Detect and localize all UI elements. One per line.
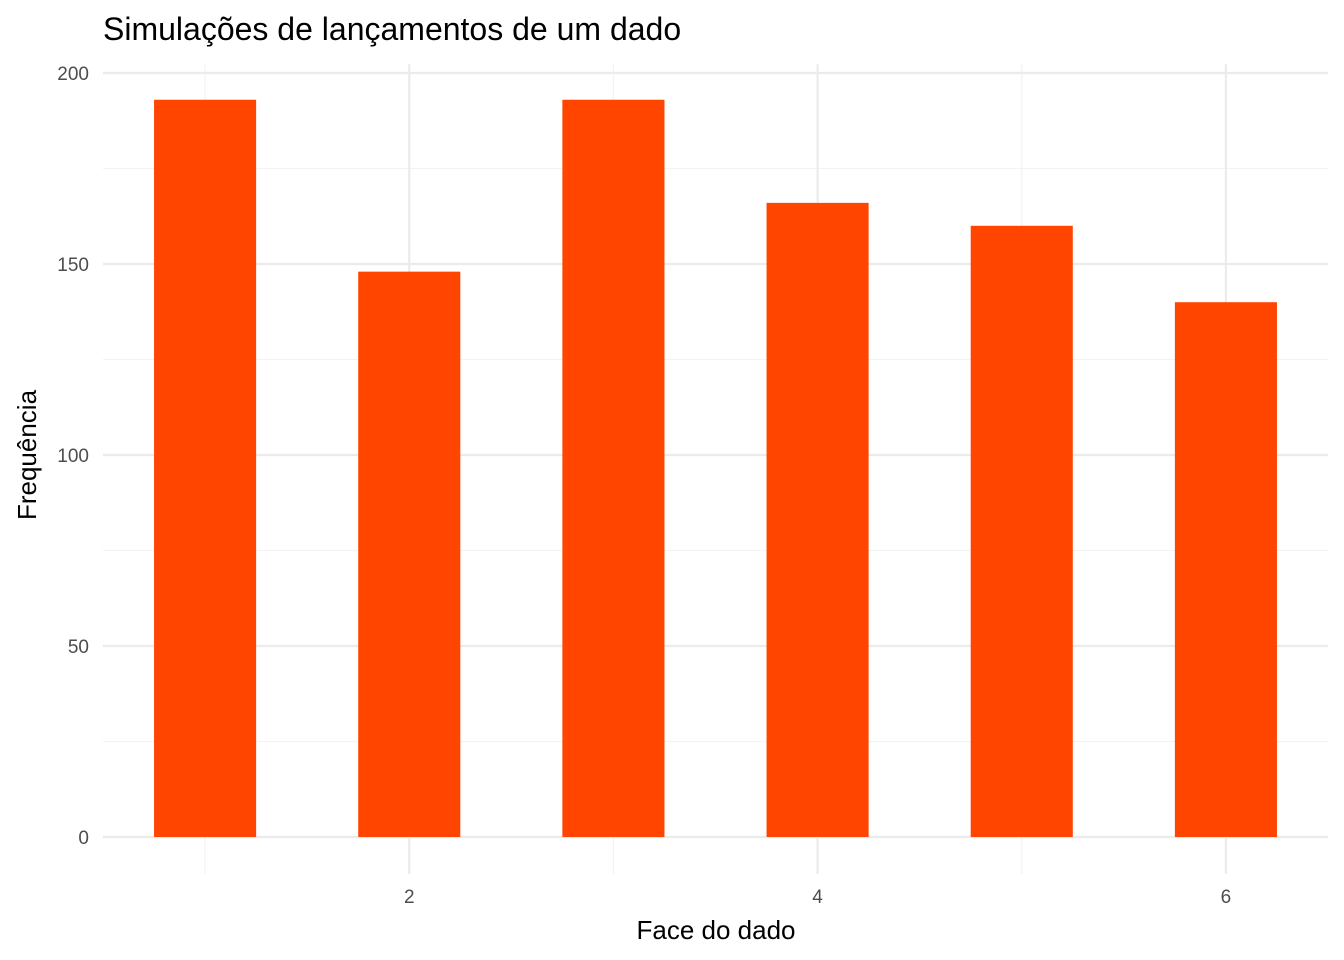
grid-lines [103, 64, 1328, 874]
chart-title: Simulações de lançamentos de um dado [103, 11, 681, 47]
y-tick-label: 200 [57, 64, 89, 85]
x-tick-label: 2 [404, 887, 415, 908]
bar-face-1 [154, 99, 257, 838]
bar-face-5 [970, 225, 1073, 838]
x-tick-label: 4 [812, 887, 823, 908]
y-axis-title: Frequência [12, 389, 42, 520]
bar-face-2 [358, 271, 461, 837]
y-tick-label: 100 [57, 446, 89, 467]
y-tick-label: 150 [57, 255, 89, 276]
y-axis-ticks: 0 50 100 150 200 [57, 64, 89, 849]
bars [154, 99, 1277, 838]
y-tick-label: 50 [68, 637, 89, 658]
bar-face-4 [766, 202, 869, 837]
y-tick-label: 0 [78, 828, 89, 849]
x-axis-ticks: 2 4 6 [404, 887, 1231, 908]
x-tick-label: 6 [1221, 887, 1232, 908]
x-axis-title: Face do dado [636, 915, 795, 945]
bar-face-6 [1174, 302, 1277, 837]
bar-face-3 [562, 99, 665, 838]
